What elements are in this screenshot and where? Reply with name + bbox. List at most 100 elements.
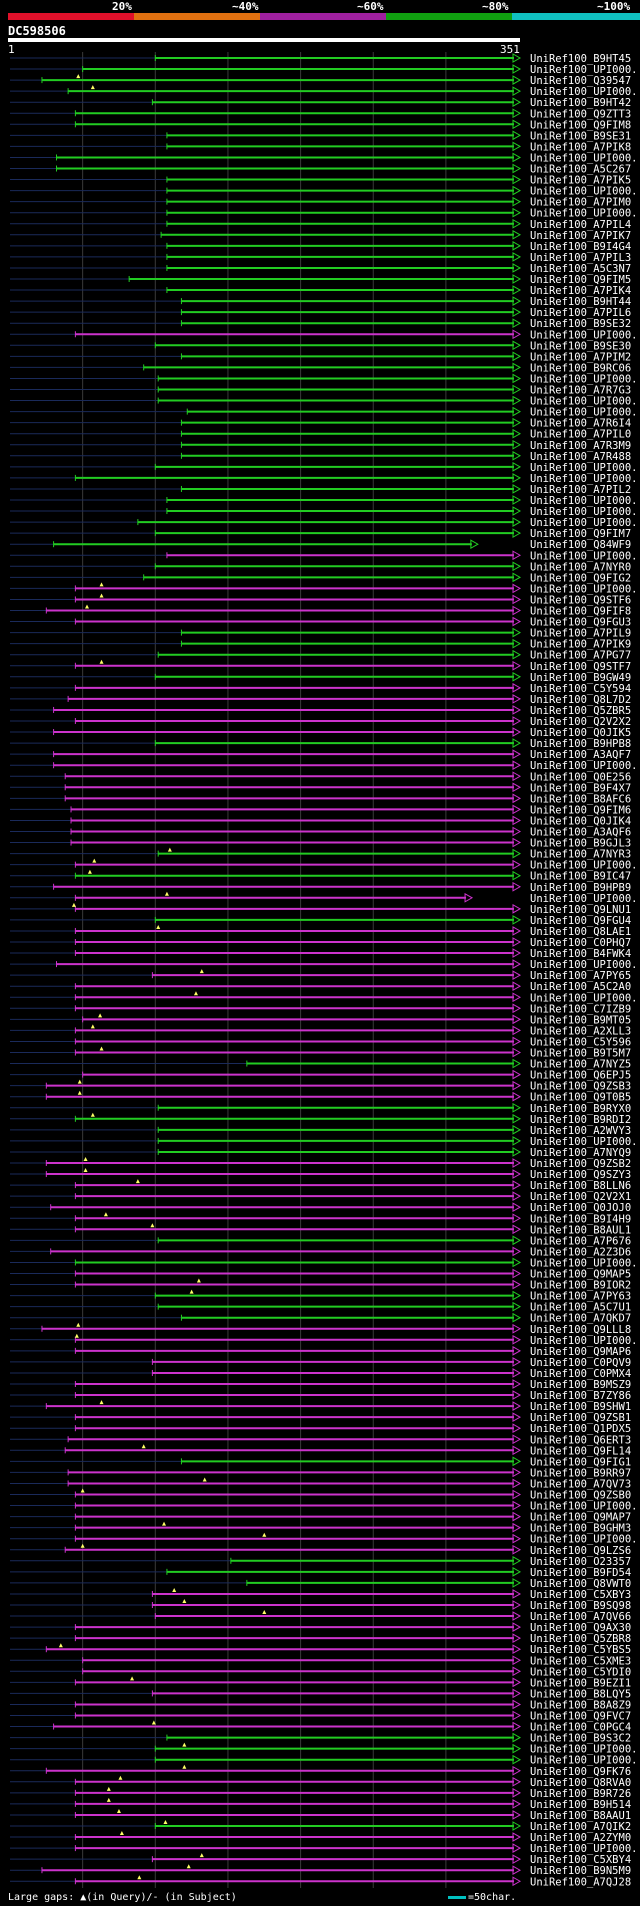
hit-label[interactable]: UniRef100_B9GHM3 xyxy=(530,1523,631,1535)
hit-label[interactable]: UniRef100_C5YDI0 xyxy=(530,1666,631,1678)
hit-label[interactable]: UniRef100_C5XME3 xyxy=(530,1655,631,1667)
hit-label[interactable]: UniRef100_C7IZB9 xyxy=(530,1003,631,1015)
hit-label[interactable]: UniRef100_B8LQY5 xyxy=(530,1688,631,1700)
hit-label[interactable]: UniRef100_Q9ZSB0 xyxy=(530,1490,631,1502)
hit-label[interactable]: UniRef100_Q9SZY3 xyxy=(530,1169,631,1181)
hit-label[interactable]: UniRef100_Q2V2X2 xyxy=(530,716,631,728)
hit-label[interactable]: UniRef100_Q1PDX5 xyxy=(530,1423,631,1435)
hit-label[interactable]: UniRef100_Q0JIK4 xyxy=(530,815,631,827)
hit-label[interactable]: UniRef100_A7NYR3 xyxy=(530,849,631,861)
hit-label[interactable]: UniRef100_Q6ERT3 xyxy=(530,1434,631,1446)
hit-label[interactable]: UniRef100_Q9T0B5 xyxy=(530,1092,631,1104)
hit-label[interactable]: UniRef100_C5Y594 xyxy=(530,683,631,695)
hit-label[interactable]: UniRef100_UPI000.. xyxy=(530,992,640,1004)
hit-label[interactable]: UniRef100_A7PIK7 xyxy=(530,230,631,242)
hit-label[interactable]: UniRef100_Q9FIM6 xyxy=(530,804,631,816)
hit-label[interactable]: UniRef100_Q5ZBR8 xyxy=(530,1633,631,1645)
hit-label[interactable]: UniRef100_B8AUL1 xyxy=(530,1224,631,1236)
hit-label[interactable]: UniRef100_UPI000.. xyxy=(530,329,640,341)
hit-label[interactable]: UniRef100_B9FD54 xyxy=(530,1567,631,1579)
hit-label[interactable]: UniRef100_UPI000.. xyxy=(530,959,640,971)
hit-label[interactable]: UniRef100_B9IOR2 xyxy=(530,1280,631,1292)
hit-label[interactable]: UniRef100_A7QV73 xyxy=(530,1478,631,1490)
hit-label[interactable]: UniRef100_A7PIK4 xyxy=(530,285,631,297)
hit-label[interactable]: UniRef100_Q9FL14 xyxy=(530,1445,631,1457)
hit-label[interactable]: UniRef100_Q6EPJ5 xyxy=(530,1070,631,1082)
hit-label[interactable]: UniRef100_B7ZY86 xyxy=(530,1390,631,1402)
hit-label[interactable]: UniRef100_B9RR97 xyxy=(530,1467,631,1479)
hit-label[interactable]: UniRef100_A5C3N7 xyxy=(530,263,631,275)
hit-label[interactable]: UniRef100_A7PIL9 xyxy=(530,628,631,640)
hit-label[interactable]: UniRef100_Q9ZSB1 xyxy=(530,1412,631,1424)
hit-label[interactable]: UniRef100_Q9MAP6 xyxy=(530,1346,631,1358)
hit-label[interactable]: UniRef100_Q9STF7 xyxy=(530,661,631,673)
hit-label[interactable]: UniRef100_A7QJ28 xyxy=(530,1876,631,1888)
hit-label[interactable]: UniRef100_O23357 xyxy=(530,1556,631,1568)
hit-label[interactable]: UniRef100_Q9FIM5 xyxy=(530,274,631,286)
hit-label[interactable]: UniRef100_C0PHQ7 xyxy=(530,937,631,949)
hit-label[interactable]: UniRef100_UPI000.. xyxy=(530,1257,640,1269)
hit-label[interactable]: UniRef100_A7PIK8 xyxy=(530,141,631,153)
hit-label[interactable]: UniRef100_A5C2A0 xyxy=(530,981,631,993)
hit-label[interactable]: UniRef100_UPI000.. xyxy=(530,517,640,529)
hit-label[interactable]: UniRef100_A7R7G3 xyxy=(530,385,631,397)
hit-label[interactable]: UniRef100_Q39547 xyxy=(530,75,631,87)
hit-label[interactable]: UniRef100_Q8RVA0 xyxy=(530,1777,631,1789)
hit-label[interactable]: UniRef100_UPI000.. xyxy=(530,64,640,76)
hit-label[interactable]: UniRef100_B9I4G4 xyxy=(530,241,631,253)
hit-label[interactable]: UniRef100_A2ZYM0 xyxy=(530,1832,631,1844)
hit-label[interactable]: UniRef100_B9HT44 xyxy=(530,296,631,308)
hit-label[interactable]: UniRef100_B9GJL3 xyxy=(530,838,631,850)
hit-label[interactable]: UniRef100_Q9FGU4 xyxy=(530,915,631,927)
hit-label[interactable]: UniRef100_A7NYQ9 xyxy=(530,1147,631,1159)
hit-label[interactable]: UniRef100_UPI000.. xyxy=(530,462,640,474)
hit-label[interactable]: UniRef100_A5C7U1 xyxy=(530,1302,631,1314)
hit-label[interactable]: UniRef100_UPI000.. xyxy=(530,1335,640,1347)
hit-label[interactable]: UniRef100_Q9STF6 xyxy=(530,594,631,606)
hit-label[interactable]: UniRef100_Q8LAE1 xyxy=(530,926,631,938)
hit-label[interactable]: UniRef100_UPI000.. xyxy=(530,893,640,905)
hit-label[interactable]: UniRef100_UPI000.. xyxy=(530,1534,640,1546)
hit-label[interactable]: UniRef100_A2WVY3 xyxy=(530,1125,631,1137)
hit-label[interactable]: UniRef100_B9HT42 xyxy=(530,97,631,109)
hit-label[interactable]: UniRef100_B9S3C2 xyxy=(530,1733,631,1745)
hit-label[interactable]: UniRef100_UPI000.. xyxy=(530,550,640,562)
hit-label[interactable]: UniRef100_A3AQF6 xyxy=(530,827,631,839)
hit-label[interactable]: UniRef100_A7PG77 xyxy=(530,650,631,662)
hit-label[interactable]: UniRef100_B9F4X7 xyxy=(530,782,631,794)
hit-label[interactable]: UniRef100_Q9FGU3 xyxy=(530,617,631,629)
hit-label[interactable]: UniRef100_UPI000.. xyxy=(530,407,640,419)
hit-label[interactable]: UniRef100_A7PY63 xyxy=(530,1291,631,1303)
hit-label[interactable]: UniRef100_C5Y596 xyxy=(530,1036,631,1048)
hit-label[interactable]: UniRef100_C5XBY4 xyxy=(530,1854,631,1866)
hit-label[interactable]: UniRef100_Q9FIG2 xyxy=(530,572,631,584)
hit-label[interactable]: UniRef100_Q9FIG1 xyxy=(530,1456,631,1468)
hit-label[interactable]: UniRef100_B8AAU1 xyxy=(530,1810,631,1822)
hit-label[interactable]: UniRef100_B9HPB9 xyxy=(530,882,631,894)
hit-label[interactable]: UniRef100_UPI000.. xyxy=(530,86,640,98)
hit-label[interactable]: UniRef100_UPI000.. xyxy=(530,583,640,595)
hit-label[interactable]: UniRef100_Q9ZSB3 xyxy=(530,1081,631,1093)
hit-label[interactable]: UniRef100_B9HT45 xyxy=(530,53,631,65)
hit-label[interactable]: UniRef100_B9I4H9 xyxy=(530,1213,631,1225)
hit-label[interactable]: UniRef100_UPI000.. xyxy=(530,1755,640,1767)
hit-label[interactable]: UniRef100_B9H514 xyxy=(530,1799,631,1811)
hit-label[interactable]: UniRef100_UPI000.. xyxy=(530,506,640,518)
hit-label[interactable]: UniRef100_A7R6I4 xyxy=(530,418,631,430)
hit-label[interactable]: UniRef100_Q9FIF8 xyxy=(530,606,631,618)
hit-label[interactable]: UniRef100_A7QV66 xyxy=(530,1611,631,1623)
hit-label[interactable]: UniRef100_A7NYZ5 xyxy=(530,1059,631,1071)
hit-label[interactable]: UniRef100_B9GW49 xyxy=(530,672,631,684)
hit-label[interactable]: UniRef100_Q9AX30 xyxy=(530,1622,631,1634)
hit-label[interactable]: UniRef100_A7P676 xyxy=(530,1235,631,1247)
hit-label[interactable]: UniRef100_C5XBY3 xyxy=(530,1589,631,1601)
hit-label[interactable]: UniRef100_A7PIM0 xyxy=(530,197,631,209)
hit-label[interactable]: UniRef100_A5C267 xyxy=(530,164,631,176)
hit-label[interactable]: UniRef100_A7PIL4 xyxy=(530,219,631,231)
hit-label[interactable]: UniRef100_UPI000.. xyxy=(530,152,640,164)
hit-label[interactable]: UniRef100_Q9ZSB2 xyxy=(530,1158,631,1170)
hit-label[interactable]: UniRef100_UPI000.. xyxy=(530,1744,640,1756)
hit-label[interactable]: UniRef100_UPI000.. xyxy=(530,860,640,872)
hit-label[interactable]: UniRef100_C0PGC4 xyxy=(530,1722,631,1734)
hit-label[interactable]: UniRef100_Q9FIM8 xyxy=(530,119,631,131)
